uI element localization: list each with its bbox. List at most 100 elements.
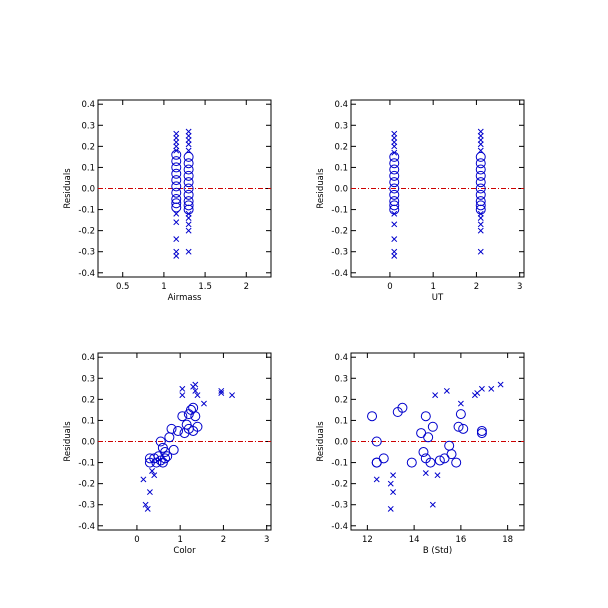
x-tick-label: 0: [387, 282, 392, 292]
y-axis-label: Residuals: [316, 421, 326, 462]
y-tick-label: 0.1: [81, 163, 95, 173]
y-tick-label: -0.1: [78, 459, 95, 469]
data-point-cross: [477, 227, 484, 234]
data-point-cross: [142, 501, 149, 508]
data-point-cross: [173, 147, 180, 154]
data-point-circle: [475, 196, 486, 207]
data-point-cross: [387, 505, 394, 512]
y-tick-label: 0.4: [334, 353, 348, 363]
x-tick-label: 2: [474, 282, 479, 292]
y-tick-label: 0.2: [81, 395, 95, 405]
y-tick-label: 0.4: [81, 100, 95, 110]
data-point-cross: [185, 221, 192, 228]
x-tick-label: 2: [244, 282, 249, 292]
y-tick-label: -0.3: [78, 501, 95, 511]
data-point-cross: [173, 134, 180, 141]
data-point-circle: [397, 402, 408, 413]
data-point-cross: [173, 210, 180, 217]
data-point-cross: [391, 248, 398, 255]
data-point-circle: [475, 200, 486, 211]
x-tick-label: 1: [430, 282, 435, 292]
data-point-cross: [443, 387, 450, 394]
y-tick-label: -0.2: [331, 227, 348, 237]
y-tick-label: -0.3: [331, 501, 348, 511]
data-point-cross: [173, 130, 180, 137]
y-tick-label: 0.0: [81, 185, 95, 195]
y-axis-label: Residuals: [316, 168, 326, 209]
data-point-circle: [389, 196, 400, 207]
data-point-circle: [183, 170, 194, 181]
chart-panel-1: 0.5 1 1.5 2 -0.4 -0.3 -0.2 -0.1 0.0 0.1 0.2 0.3 0.4 A…: [63, 99, 272, 303]
data-point-cross: [146, 489, 153, 496]
data-point-cross: [391, 221, 398, 228]
y-tick-label: -0.4: [78, 269, 95, 279]
y-axis-label: Residuals: [63, 421, 73, 462]
data-point-circle: [171, 194, 182, 205]
data-point-circle: [389, 183, 400, 194]
data-point-cross: [477, 221, 484, 228]
data-point-circle: [476, 425, 487, 436]
x-tick-label: 3: [517, 282, 522, 292]
x-axis-label: Color: [173, 546, 196, 556]
data-point-circle: [183, 177, 194, 188]
data-point-circle: [389, 151, 400, 162]
y-tick-label: 0.3: [334, 374, 348, 384]
data-point-cross: [194, 392, 201, 399]
data-point-circle: [458, 423, 469, 434]
data-point-cross: [144, 505, 151, 512]
y-tick-label: -0.2: [78, 227, 95, 237]
y-tick-label: 0.0: [81, 438, 95, 448]
data-point-circle: [166, 423, 177, 434]
data-point-cross: [229, 392, 236, 399]
x-tick-label: 1: [177, 535, 182, 545]
data-point-cross: [488, 385, 495, 392]
x-tick-label: 2: [221, 535, 226, 545]
data-point-cross: [391, 149, 398, 156]
data-point-cross: [185, 137, 192, 143]
data-point-circle: [171, 202, 182, 213]
data-point-circle: [453, 421, 464, 432]
x-tick-label: 12: [362, 535, 373, 545]
data-point-cross: [477, 132, 484, 139]
data-point-circle: [434, 455, 445, 466]
y-tick-label: -0.4: [78, 522, 95, 532]
data-point-cross: [391, 143, 398, 150]
data-point-cross: [391, 139, 398, 146]
data-point-circle: [183, 183, 194, 194]
data-point-circle: [183, 164, 194, 175]
data-point-circle: [183, 200, 194, 211]
data-point-circle: [378, 453, 389, 464]
data-point-cross: [477, 210, 484, 217]
data-point-circle: [475, 177, 486, 188]
data-point-cross: [477, 215, 484, 221]
data-point-circle: [183, 196, 194, 207]
data-point-circle: [420, 411, 431, 422]
data-point-cross: [497, 381, 504, 388]
data-point-circle: [155, 436, 166, 447]
y-tick-label: 0.2: [334, 395, 348, 405]
data-point-cross: [218, 390, 225, 396]
data-point-cross: [391, 252, 398, 259]
x-axis-label: UT: [432, 293, 444, 303]
data-point-circle: [475, 170, 486, 181]
data-point-circle: [188, 425, 199, 436]
data-point-cross: [151, 472, 158, 479]
data-point-cross: [477, 128, 484, 135]
data-point-cross: [173, 248, 180, 255]
data-point-cross: [185, 248, 192, 255]
data-point-circle: [171, 187, 182, 198]
data-point-circle: [389, 170, 400, 181]
data-point-cross: [192, 381, 199, 388]
data-point-cross: [391, 236, 398, 243]
y-tick-label: -0.3: [331, 248, 348, 258]
data-point-circle: [446, 449, 457, 460]
y-tick-label: -0.2: [331, 480, 348, 490]
data-point-circle: [451, 457, 462, 468]
x-tick-label: 18: [502, 535, 513, 545]
data-point-cross: [173, 139, 180, 146]
data-point-circle: [389, 164, 400, 175]
data-point-circle: [367, 411, 378, 422]
data-point-cross: [432, 392, 439, 399]
x-tick-label: 14: [409, 535, 420, 545]
data-point-cross: [387, 480, 394, 487]
